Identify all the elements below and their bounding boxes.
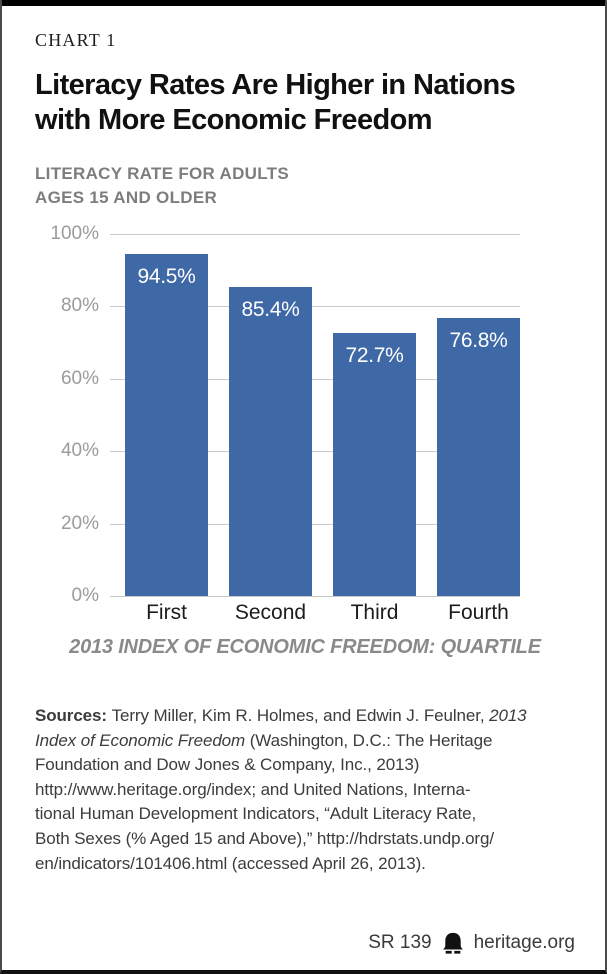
bar-fourth: 76.8%	[437, 317, 520, 596]
footer: SR 139 heritage.org	[368, 932, 575, 954]
x-category-label: First	[146, 601, 187, 624]
chart-title-line-2: with More Economic Freedom	[35, 104, 433, 136]
chart-subtitle: LITERACY RATE FOR ADULTS AGES 15 AND OLD…	[35, 162, 575, 210]
x-axis-title: 2013 INDEX OF ECONOMIC FREEDOM: QUARTILE	[69, 636, 541, 658]
bar-value-label: 76.8%	[449, 328, 508, 352]
x-category-label: Third	[350, 601, 399, 624]
y-tick-label: 60%	[60, 367, 99, 389]
bar-chart: 100% 80% 60% 40% 20% 0% 94.5% 85.4% 72.7% 76.8% …	[35, 223, 575, 659]
sources-line: Sources: Terry Miller, Kim R. Holmes, an…	[35, 704, 575, 729]
sources-text-segment: Both Sexes (% Aged 15 and Above),” http:…	[35, 828, 494, 848]
gridline	[110, 523, 520, 525]
plot-area: 94.5% 85.4% 72.7% 76.8%	[110, 234, 520, 597]
sources-text-segment: en/indicators/101406.html (accessed Apri…	[35, 853, 426, 873]
y-tick-label: 0%	[71, 585, 99, 606]
chart-number-kicker: CHART 1	[35, 30, 117, 50]
y-tick-label: 100%	[50, 223, 99, 244]
y-tick-label: 40%	[60, 440, 99, 462]
chart-subtitle-line-2: AGES 15 AND OLDER	[35, 188, 218, 207]
x-category-label: Second	[234, 601, 307, 624]
sources-text-segment: Sources:	[35, 706, 112, 725]
y-axis: 100% 80% 60% 40% 20% 0%	[35, 223, 99, 606]
bar-first: 94.5%	[125, 253, 208, 596]
sources-text-segment: http://www.heritage.org/index; and Unite…	[35, 779, 471, 799]
top-border-bar	[2, 0, 605, 6]
site-name: heritage.org	[473, 932, 575, 953]
y-tick-label: 20%	[60, 512, 99, 534]
bar-third: 72.7%	[333, 332, 416, 596]
gridline	[110, 234, 520, 235]
sources-line: en/indicators/101406.html (accessed Apri…	[35, 852, 575, 877]
sources-text-segment: 2013	[489, 706, 527, 725]
bar-value-label: 72.7%	[345, 343, 404, 367]
x-axis: First Second Third Fourth	[125, 601, 575, 625]
sources-line: Both Sexes (% Aged 15 and Above),” http:…	[35, 827, 575, 852]
report-id: SR 139	[368, 932, 432, 953]
sources-note: Sources: Terry Miller, Kim R. Holmes, an…	[35, 704, 575, 876]
gridline	[110, 306, 520, 308]
sources-text-segment: Index of Economic Freedom	[35, 730, 246, 750]
y-tick-label: 80%	[60, 295, 99, 317]
x-category-label: Fourth	[448, 601, 509, 624]
gridline	[110, 378, 520, 380]
sources-line: tional Human Development Indicators, “Ad…	[35, 802, 575, 827]
sources-line: http://www.heritage.org/index; and Unite…	[35, 778, 575, 803]
bars-group: 94.5% 85.4% 72.7% 76.8%	[125, 253, 520, 596]
chart-card: CHART 1 Literacy Rates Are Higher in Nat…	[2, 30, 605, 876]
sources-text-segment: (Washington, D.C.: The Heritage	[245, 730, 493, 750]
gridline	[110, 596, 520, 597]
sources-text-segment: Terry Miller, Kim R. Holmes, and Edwin J…	[111, 706, 490, 725]
chart-subtitle-line-1: LITERACY RATE FOR ADULTS	[35, 164, 290, 183]
sources-line: Index of Economic Freedom (Washington, D…	[35, 729, 575, 754]
bar-second: 85.4%	[229, 286, 312, 596]
chart-title: Literacy Rates Are Higher in Nations wit…	[35, 68, 575, 138]
sources-line: Foundation and Dow Jones & Company, Inc.…	[35, 753, 575, 778]
chart-title-line-1: Literacy Rates Are Higher in Nations	[35, 69, 516, 101]
bar-value-label: 94.5%	[137, 264, 196, 288]
gridline	[110, 451, 520, 453]
sources-text-segment: Foundation and Dow Jones & Company, Inc.…	[35, 755, 420, 775]
heritage-bell-icon	[442, 932, 463, 954]
bar-value-label: 85.4%	[241, 297, 300, 321]
sources-text-segment: tional Human Development Indicators, “Ad…	[35, 804, 477, 824]
